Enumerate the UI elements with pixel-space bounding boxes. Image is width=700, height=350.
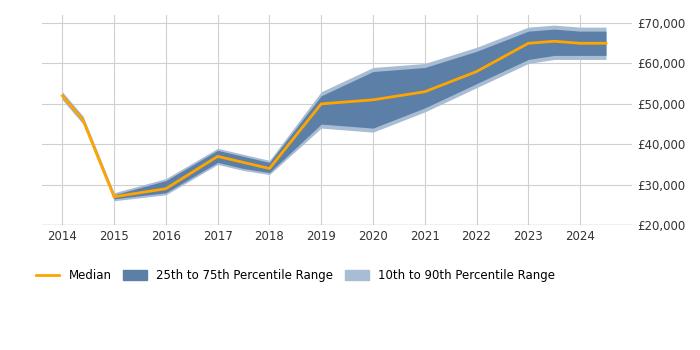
Legend: Median, 25th to 75th Percentile Range, 10th to 90th Percentile Range: Median, 25th to 75th Percentile Range, 1… xyxy=(36,269,555,282)
